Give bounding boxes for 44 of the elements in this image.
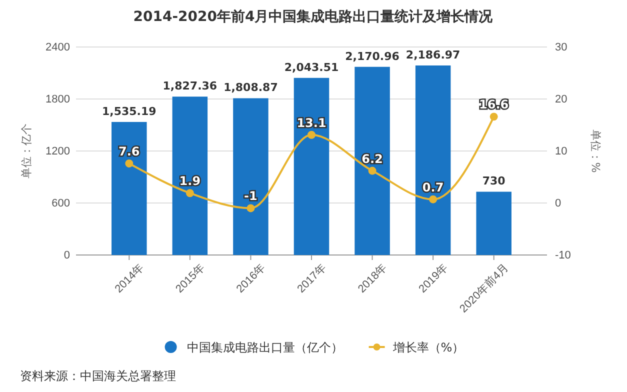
y2-tick-label: -10: [555, 250, 571, 262]
data-label: 1,827.36: [162, 80, 218, 93]
data-label: 7.6: [118, 144, 140, 158]
y-tick-label: 600: [52, 198, 70, 210]
y2-tick-label: 0: [555, 198, 562, 210]
y2-axis-title: 单位：%: [589, 129, 602, 173]
legend-label: 增长率（%）: [392, 340, 464, 354]
bar: [354, 66, 390, 255]
bar: [233, 98, 268, 255]
point: [125, 160, 134, 168]
point: [186, 189, 194, 198]
point: [368, 166, 376, 175]
bar: [172, 96, 208, 255]
bar: [294, 78, 330, 255]
y-tick-label: 2400: [46, 42, 70, 54]
data-label: 6.2: [362, 152, 383, 166]
bar: [476, 192, 512, 255]
data-label: 1,535.19: [102, 104, 156, 118]
bar: [415, 65, 451, 255]
data-label: 730: [482, 174, 506, 188]
point: [429, 195, 438, 204]
point: [246, 204, 255, 212]
y2-tick-label: 10: [555, 146, 568, 158]
y-tick-label: 1200: [46, 146, 70, 158]
data-label: 0.7: [422, 180, 444, 194]
data-label: 13.1: [296, 116, 326, 130]
data-label: 2,186.97: [406, 48, 460, 62]
y2-tick-label: 30: [555, 42, 568, 54]
bar: [112, 122, 147, 255]
text: 资料来源：中国海关总署整理: [20, 369, 176, 383]
point: [490, 112, 498, 121]
data-label: 16.6: [479, 98, 509, 112]
data-label: 2,043.51: [284, 60, 339, 74]
y2-tick-label: 20: [555, 94, 568, 106]
data-label: 1.9: [179, 174, 201, 188]
data-label: 1,808.87: [224, 81, 278, 94]
data-label: -1: [244, 189, 258, 204]
y-tick-label: 0: [64, 250, 70, 262]
y-axis-title: 单位：亿个: [20, 124, 33, 178]
chart-title: 2014-2020年前4月中国集成电路出口量统计及增长情况: [133, 8, 494, 25]
data-label: 2,170.96: [345, 50, 400, 63]
legend-label: 中国集成电路出口量（亿个）: [186, 340, 343, 354]
point: [308, 130, 316, 139]
y-tick-label: 1800: [46, 94, 70, 106]
